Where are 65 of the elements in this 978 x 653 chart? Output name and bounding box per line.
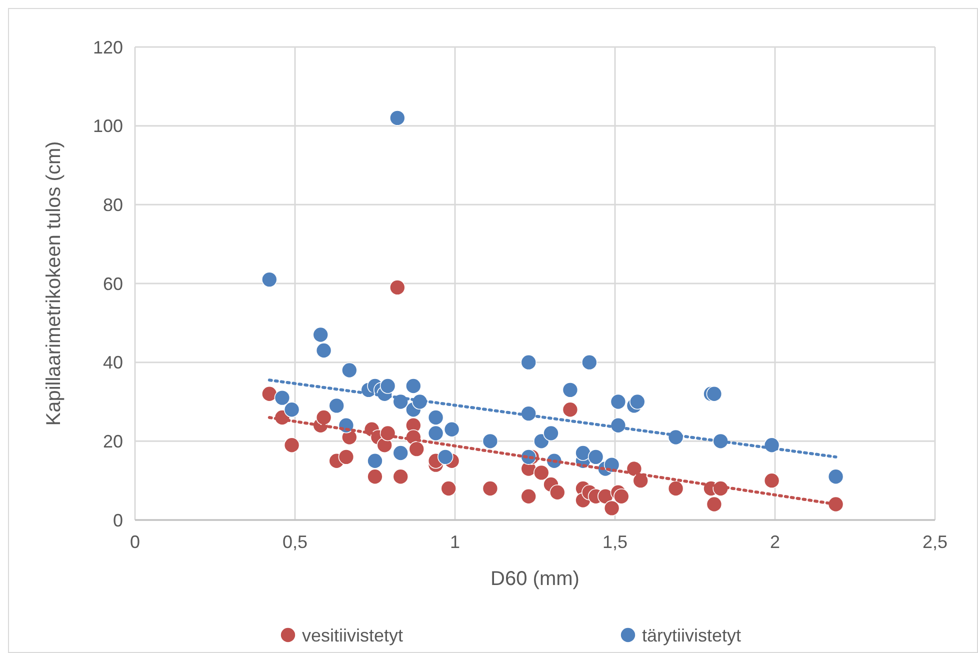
point bbox=[390, 280, 406, 296]
y-tick-label: 80 bbox=[102, 194, 123, 215]
point bbox=[262, 272, 278, 288]
y-axis-title: Kapillaarimetrikokeen tulos (cm) bbox=[43, 141, 65, 426]
point bbox=[428, 410, 444, 426]
point bbox=[380, 378, 396, 394]
point bbox=[428, 425, 444, 442]
point bbox=[284, 437, 300, 454]
x-tick-label: 0 bbox=[130, 532, 140, 552]
x-tick-label: 0,5 bbox=[282, 532, 308, 552]
y-tick-label: 40 bbox=[102, 352, 123, 373]
point bbox=[520, 354, 536, 370]
y-tick-label: 0 bbox=[112, 510, 123, 530]
point bbox=[604, 500, 620, 516]
point bbox=[482, 480, 498, 496]
point bbox=[367, 452, 383, 469]
point bbox=[406, 378, 422, 394]
point bbox=[482, 433, 498, 450]
point bbox=[534, 464, 550, 481]
y-tick-label: 60 bbox=[102, 274, 123, 294]
point bbox=[392, 468, 408, 485]
point bbox=[328, 398, 344, 414]
legend-label: tärytiivistetyt bbox=[642, 625, 742, 646]
point bbox=[828, 468, 844, 485]
point bbox=[520, 488, 536, 504]
point bbox=[706, 496, 722, 512]
point bbox=[588, 449, 604, 465]
point bbox=[284, 402, 300, 418]
point bbox=[630, 394, 646, 410]
point bbox=[390, 110, 406, 126]
y-tick-label: 20 bbox=[102, 431, 123, 452]
point bbox=[632, 472, 648, 488]
point bbox=[764, 472, 780, 488]
point bbox=[562, 402, 578, 418]
x-tick-label: 1 bbox=[450, 532, 460, 552]
legend-label: vesitiivistetyt bbox=[302, 625, 404, 646]
point bbox=[614, 488, 630, 504]
point bbox=[444, 421, 460, 438]
point bbox=[610, 394, 626, 410]
point bbox=[342, 362, 358, 378]
x-tick-label: 2,5 bbox=[922, 532, 948, 552]
point bbox=[543, 425, 559, 442]
point bbox=[562, 382, 578, 398]
y-tick-label: 120 bbox=[92, 37, 123, 58]
point bbox=[316, 342, 332, 358]
y-tick-label: 100 bbox=[92, 116, 123, 136]
point bbox=[706, 386, 722, 402]
point bbox=[316, 410, 332, 426]
x-axis-title: D60 (mm) bbox=[490, 568, 580, 590]
point bbox=[575, 445, 591, 461]
point bbox=[312, 326, 328, 343]
point bbox=[582, 354, 598, 370]
point bbox=[438, 449, 454, 465]
point bbox=[408, 441, 424, 457]
point bbox=[338, 449, 354, 465]
point bbox=[392, 445, 408, 461]
point bbox=[828, 496, 844, 512]
point bbox=[440, 480, 456, 496]
x-tick-label: 1,5 bbox=[602, 532, 628, 552]
point bbox=[550, 484, 566, 500]
x-tick-label: 2 bbox=[770, 532, 780, 552]
point bbox=[367, 468, 383, 485]
point bbox=[274, 390, 290, 406]
point bbox=[262, 386, 278, 402]
point bbox=[668, 480, 684, 496]
